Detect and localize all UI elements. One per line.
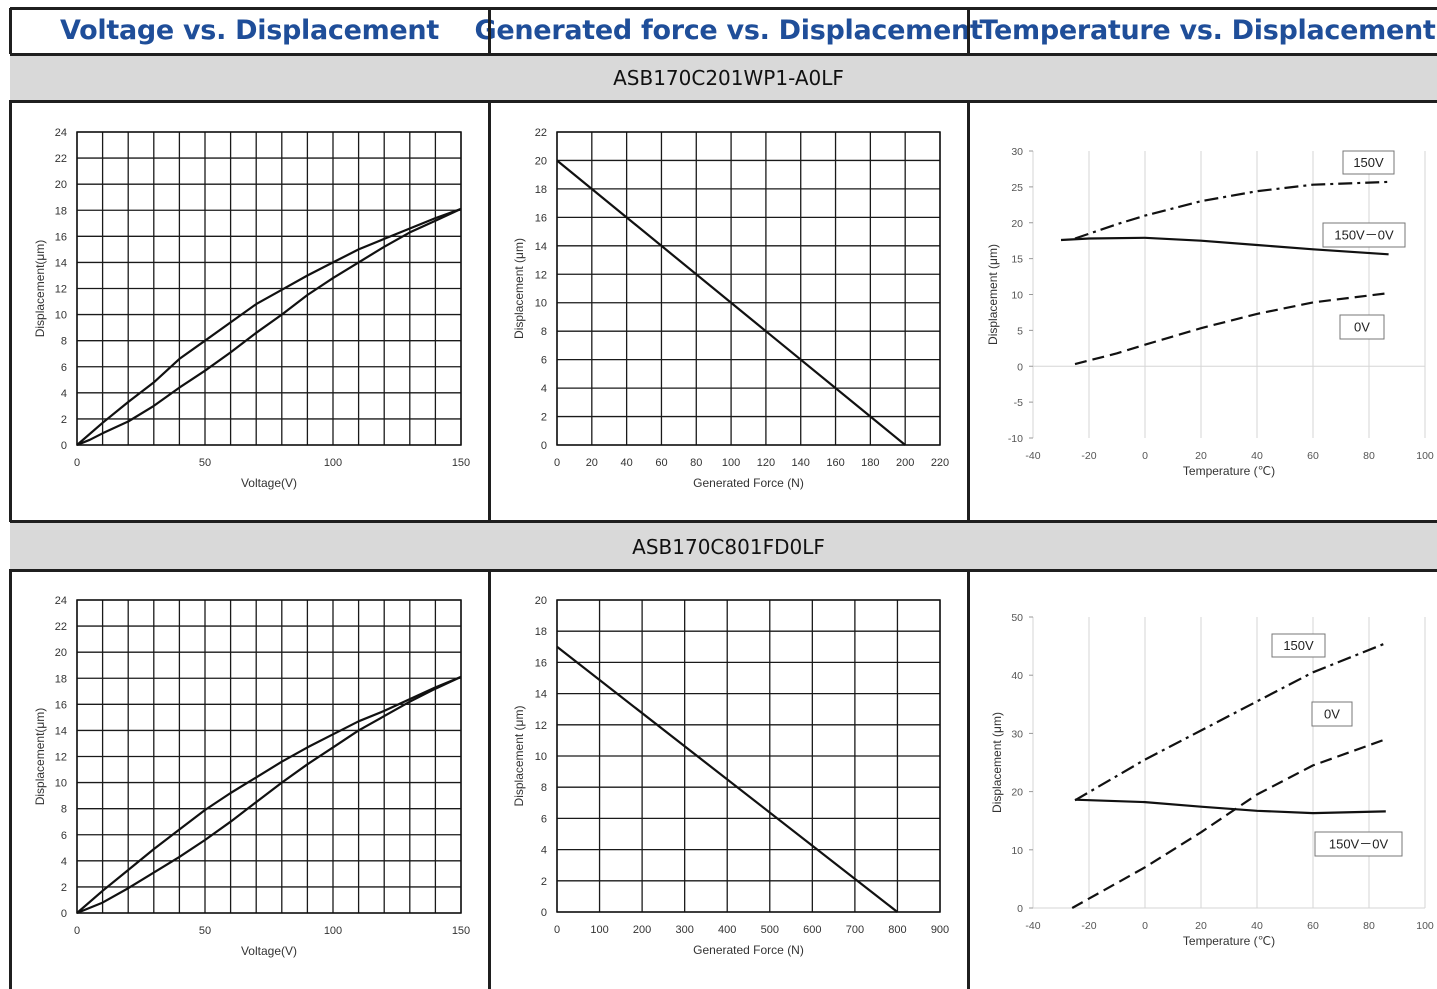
x-tick-label: 100 — [1416, 920, 1434, 932]
series-line-0v — [1072, 739, 1386, 908]
y-tick-label: 50 — [1011, 612, 1023, 624]
x-tick-label: 40 — [1251, 920, 1263, 932]
x-tick-label: -40 — [1025, 920, 1040, 932]
y-tick-label: 20 — [1011, 787, 1023, 799]
annotation-label: 150V — [1283, 638, 1314, 653]
x-tick-label: 60 — [1307, 920, 1319, 932]
y-tick-label: 0 — [1017, 903, 1023, 915]
x-axis-label: Temperature (℃) — [1183, 934, 1275, 948]
y-tick-label: 30 — [1011, 728, 1023, 740]
y-axis-label: Displacement (μm) — [990, 712, 1004, 813]
series-line-150v0v — [1075, 800, 1386, 813]
x-tick-label: 80 — [1363, 920, 1375, 932]
x-tick-label: 20 — [1195, 920, 1207, 932]
x-tick-label: 0 — [1142, 920, 1148, 932]
y-tick-label: 10 — [1011, 845, 1023, 857]
annotation-label: 150V－0V — [1329, 837, 1389, 852]
y-tick-label: 40 — [1011, 670, 1023, 682]
annotation-label: 0V — [1324, 707, 1340, 722]
x-tick-label: -20 — [1081, 920, 1096, 932]
